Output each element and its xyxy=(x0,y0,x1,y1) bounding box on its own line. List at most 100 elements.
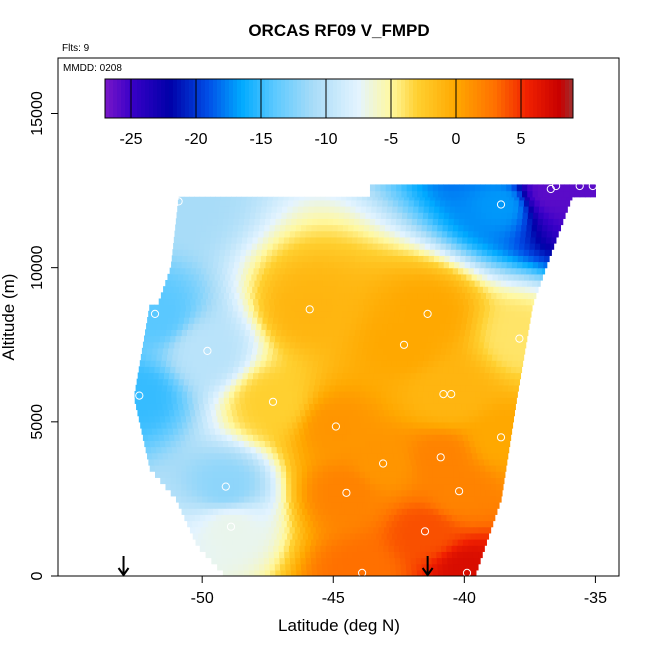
heatmap-cell xyxy=(238,563,244,571)
heatmap-cell xyxy=(347,298,354,306)
heatmap-cell xyxy=(438,212,445,219)
heatmap-cell xyxy=(431,458,438,466)
heatmap-cell xyxy=(552,224,559,232)
heatmap-cell xyxy=(382,452,389,460)
heatmap-cell xyxy=(238,304,245,312)
heatmap-cell xyxy=(309,243,316,250)
heatmap-cell xyxy=(449,212,456,219)
heatmap-cell xyxy=(430,286,437,293)
heatmap-cell xyxy=(520,267,527,275)
heatmap-cell xyxy=(478,458,485,466)
heatmap-cell xyxy=(425,409,432,417)
heatmap-cell xyxy=(217,218,224,226)
heatmap-cell xyxy=(376,354,383,361)
heatmap-cell xyxy=(316,298,322,306)
heatmap-cell xyxy=(202,391,209,398)
heatmap-cell xyxy=(171,446,178,454)
heatmap-cell xyxy=(365,532,372,540)
heatmap-cell xyxy=(378,545,384,552)
heatmap-cell xyxy=(564,212,566,219)
heatmap-cell xyxy=(192,446,199,454)
heatmap-cell xyxy=(340,403,347,411)
heatmap-cell xyxy=(192,329,199,337)
heatmap-cell xyxy=(453,184,460,192)
heatmap-cell xyxy=(574,190,581,198)
heatmap-cell xyxy=(201,366,208,374)
heatmap-cell xyxy=(390,415,397,423)
heatmap-cell xyxy=(471,243,478,250)
heatmap-cell xyxy=(285,440,292,448)
heatmap-cell xyxy=(431,557,438,565)
heatmap-cell xyxy=(558,184,565,192)
heatmap-cell xyxy=(301,563,307,571)
heatmap-cell xyxy=(483,409,490,417)
heatmap-cell xyxy=(412,508,419,515)
heatmap-cell xyxy=(309,378,316,386)
heatmap-cell xyxy=(341,317,347,324)
heatmap-cell xyxy=(471,354,477,361)
heatmap-cell xyxy=(454,329,461,337)
heatmap-cell xyxy=(273,545,280,552)
heatmap-cell xyxy=(459,261,466,269)
colorbar-segment xyxy=(425,79,430,118)
heatmap-cell xyxy=(386,329,393,337)
heatmap-cell xyxy=(328,292,335,300)
heatmap-cell xyxy=(326,372,333,380)
heatmap-cell xyxy=(172,273,179,281)
heatmap-cell xyxy=(464,280,470,287)
heatmap-cell xyxy=(175,477,182,485)
heatmap-cell xyxy=(301,280,308,287)
heatmap-cell xyxy=(460,255,466,263)
heatmap-cell xyxy=(191,489,198,497)
heatmap-cell xyxy=(212,335,218,343)
heatmap-cell xyxy=(189,514,196,522)
heatmap-cell xyxy=(523,323,530,330)
heatmap-cell xyxy=(280,483,287,491)
heatmap-cell xyxy=(207,508,214,515)
heatmap-cell xyxy=(447,458,454,466)
heatmap-cell xyxy=(152,452,159,460)
heatmap-cell xyxy=(422,471,429,478)
heatmap-cell xyxy=(251,199,258,207)
heatmap-cell xyxy=(249,508,256,515)
heatmap-cell xyxy=(432,495,439,503)
heatmap-cell xyxy=(145,446,152,454)
heatmap-cell xyxy=(344,329,351,337)
heatmap-cell xyxy=(307,465,313,472)
heatmap-cell xyxy=(442,563,449,571)
heatmap-cell xyxy=(217,489,224,497)
heatmap-cell xyxy=(520,310,527,318)
heatmap-cell xyxy=(275,261,282,269)
heatmap-cell xyxy=(464,489,471,497)
heatmap-cell xyxy=(413,403,420,411)
heatmap-cell xyxy=(445,199,452,207)
heatmap-cell xyxy=(401,280,408,287)
heatmap-cell xyxy=(338,471,345,478)
heatmap-cell xyxy=(223,471,229,478)
heatmap-cell xyxy=(202,489,209,497)
heatmap-cell xyxy=(478,310,485,318)
heatmap-cell xyxy=(318,397,325,404)
heatmap-cell xyxy=(525,236,531,244)
heatmap-cell xyxy=(342,230,349,238)
heatmap-cell xyxy=(546,236,552,244)
heatmap-cell xyxy=(287,255,293,263)
heatmap-cell xyxy=(232,434,238,441)
heatmap-cell xyxy=(532,218,539,226)
heatmap-cell xyxy=(347,557,354,565)
heatmap-cell xyxy=(351,452,358,460)
observation-marker xyxy=(331,422,340,431)
heatmap-cell xyxy=(314,378,321,386)
heatmap-cell xyxy=(410,434,417,441)
heatmap-cell xyxy=(375,261,382,269)
heatmap-cell xyxy=(475,532,482,540)
heatmap-cell xyxy=(406,335,412,343)
heatmap-cell xyxy=(233,465,240,472)
heatmap-cell xyxy=(347,310,354,318)
heatmap-cell xyxy=(321,526,327,534)
heatmap-cell xyxy=(254,465,261,472)
heatmap-cell xyxy=(278,317,285,324)
heatmap-cell xyxy=(427,261,434,269)
heatmap-cell xyxy=(385,184,392,192)
heatmap-cell xyxy=(304,196,311,201)
